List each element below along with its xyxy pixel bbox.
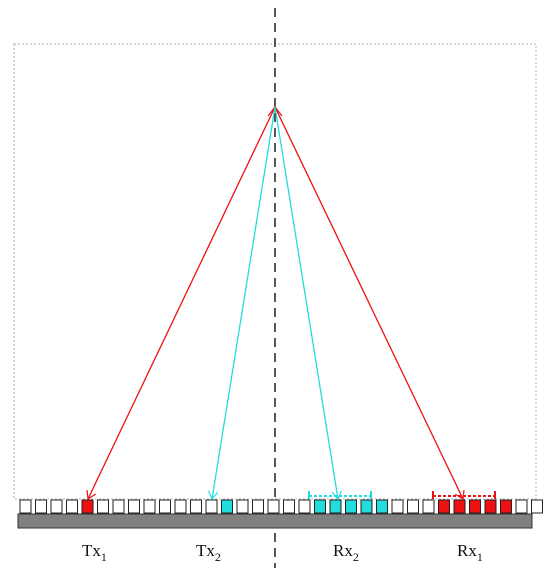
rx2-aperture-bracket	[308, 491, 372, 499]
rx1-aperture-bracket	[432, 491, 496, 499]
rx2-element	[360, 499, 373, 514]
rx2-element	[329, 499, 342, 514]
array-element	[531, 499, 543, 514]
array-element	[174, 499, 187, 514]
tx1-element	[81, 499, 94, 514]
rx2-ray	[274, 106, 338, 499]
array-element	[19, 499, 32, 514]
rx1-element	[469, 499, 481, 514]
array-element	[515, 499, 528, 514]
tx1-ray	[88, 106, 276, 499]
array-element	[252, 499, 264, 514]
array-element	[66, 499, 78, 514]
array-element	[205, 499, 218, 514]
rx1-element	[500, 499, 512, 514]
array-element	[298, 499, 311, 514]
rx2-element	[314, 499, 326, 514]
label-tx2: Tx2	[196, 541, 221, 564]
array-element	[50, 499, 63, 514]
array-element	[35, 499, 47, 514]
rx2-element	[376, 499, 388, 514]
array-element	[267, 499, 280, 514]
array-element	[112, 499, 125, 514]
array-element	[97, 499, 109, 514]
array-element	[391, 499, 404, 514]
transducer-elements	[19, 499, 543, 514]
rx2-element	[345, 499, 357, 514]
rx1-element	[453, 499, 466, 514]
array-element	[236, 499, 249, 514]
array-element	[422, 499, 435, 514]
array-element	[407, 499, 419, 514]
label-rx2: Rx2	[333, 541, 359, 564]
tx2-element	[221, 499, 233, 514]
tx2-ray	[212, 106, 276, 499]
label-tx1: Tx1	[82, 541, 107, 564]
array-element	[143, 499, 156, 514]
array-element	[190, 499, 202, 514]
rx1-element	[484, 499, 497, 514]
rx1-element	[438, 499, 450, 514]
array-element	[159, 499, 171, 514]
array-element	[283, 499, 295, 514]
array-backing	[17, 513, 533, 529]
rx1-ray	[274, 106, 463, 499]
label-rx1: Rx1	[457, 541, 483, 564]
array-element	[128, 499, 140, 514]
